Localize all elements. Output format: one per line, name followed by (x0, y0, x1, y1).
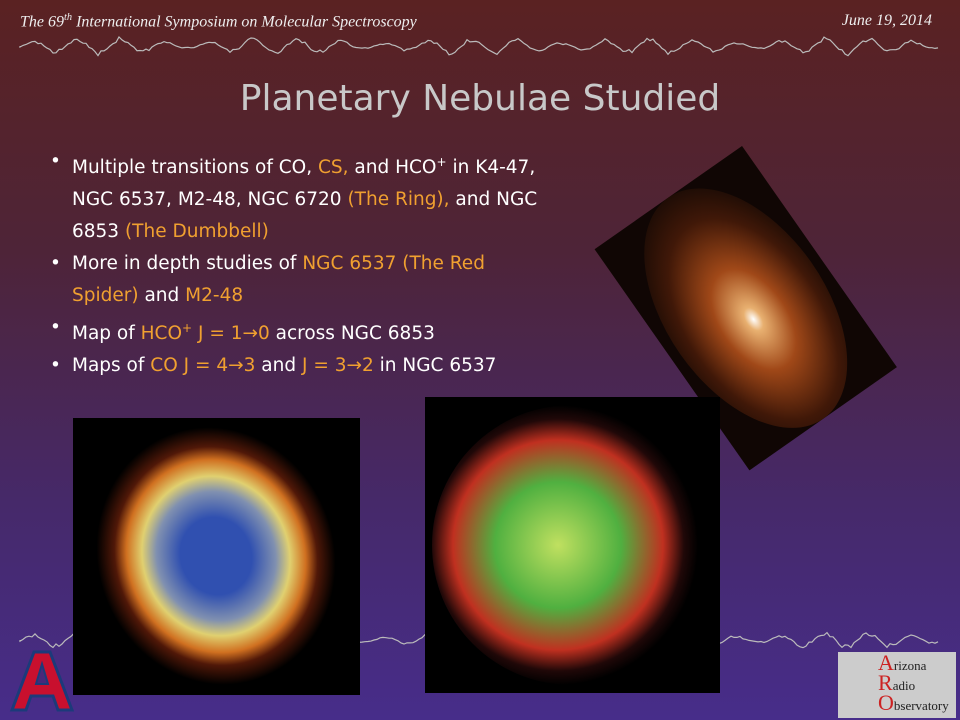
text-run: in NGC 6537 (373, 355, 497, 377)
text-run: International Symposium on Molecular Spe… (72, 13, 417, 31)
logo-line: Arizona (878, 650, 926, 676)
text-run: and (255, 355, 302, 377)
logo-line: Radio (878, 670, 915, 696)
logo-initial: O (878, 690, 894, 715)
logo-initial: A (878, 650, 894, 675)
text-run: th (64, 12, 73, 23)
text-run: across NGC 6853 (269, 323, 435, 345)
text-run: M2-48 (185, 285, 244, 307)
text-run: J = 3→2 (301, 355, 374, 377)
logo-line: Observatory (878, 690, 949, 716)
logo-word: bservatory (893, 698, 949, 713)
text-run: (The Dumbbell) (124, 221, 269, 243)
bullet: Map of HCO+ J = 1→0 across NGC 6853 (44, 312, 544, 350)
waveform (19, 36, 939, 57)
text-run: in K4-47, NGC 6537, M2-48, NGC 6720 (72, 157, 536, 211)
logo-word: adio (892, 678, 916, 693)
bullet: Maps of CO J = 4→3 and J = 3→2 in NGC 65… (44, 350, 544, 382)
slide-title: Planetary Nebulae Studied (239, 78, 721, 119)
text-run: CO J = 4→3 (150, 355, 256, 377)
text-run: The 69 (20, 13, 64, 31)
bullet-list: Multiple transitions of CO, CS, and HCO+… (44, 146, 544, 382)
observatory-logo: Arizona Radio Observatory (838, 650, 956, 718)
text-run: and NGC 6853 (72, 189, 538, 243)
text-run: (The Ring), (347, 189, 450, 211)
header-event: The 69th International Symposium on Mole… (20, 12, 417, 31)
logo-word: rizona (893, 658, 927, 673)
text-run: Maps of (72, 355, 151, 377)
text-run: + (436, 155, 447, 169)
header-date: June 19, 2014 (841, 12, 932, 29)
logo-initial: R (878, 670, 893, 695)
bullet: Multiple transitions of CO, CS, and HCO+… (44, 146, 544, 248)
text-run: + (182, 321, 193, 336)
university-logo (9, 650, 75, 712)
text-run: More in depth studies of (72, 253, 303, 275)
spider-nebula-image (594, 145, 897, 471)
text-run: J = 1→0 (192, 323, 270, 345)
text-run: CS, (317, 157, 349, 179)
text-run: and (138, 285, 186, 307)
text-run: NGC 6537 (The Red Spider) (72, 253, 485, 307)
text-run: Multiple transitions of CO, (72, 157, 318, 179)
text-run: Map of (72, 323, 141, 345)
text-run: and HCO (348, 157, 437, 179)
text-run: HCO (140, 323, 183, 345)
bullet: More in depth studies of NGC 6537 (The R… (44, 248, 544, 312)
